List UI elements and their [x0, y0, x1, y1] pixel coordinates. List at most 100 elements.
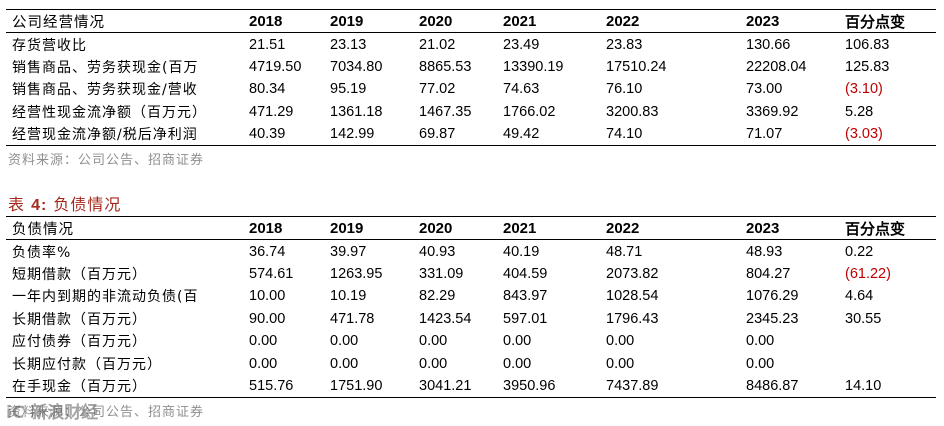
table-cell: 4.64 [845, 288, 874, 305]
caption-sep: : [41, 197, 48, 214]
row-label: 负债率% [12, 244, 72, 261]
header-label: 公司经营情况 [12, 14, 105, 31]
table-cell: 76.10 [606, 81, 643, 98]
table-cell: 22208.04 [746, 58, 807, 75]
table-cell: 0.00 [249, 355, 278, 372]
table-cell: 804.27 [746, 265, 791, 282]
table-cell: 40.93 [419, 243, 456, 260]
table-cell: 77.02 [419, 81, 456, 98]
table-row: 在手现金（百万元） 515.76 1751.90 3041.21 3950.96 7437… [6, 375, 936, 398]
table-cell: 48.93 [746, 243, 783, 260]
table-row: 销售商品、劳务获现金/营收 80.34 95.19 77.02 74.63 76.10 73… [6, 78, 936, 100]
table-cell: 36.74 [249, 243, 286, 260]
table-cell: 574.61 [249, 265, 294, 282]
row-label: 销售商品、劳务获现金(百万 [12, 59, 199, 76]
header-cell: 2020 [419, 12, 453, 30]
watermark-logo: iC 新浪财经 [6, 403, 99, 423]
table-cell [845, 330, 936, 352]
table-cell: 0.00 [746, 333, 775, 350]
row-label: 一年内到期的非流动负债(百 [12, 289, 199, 306]
table-row: 存货营收比 21.51 23.13 21.02 23.49 23.83 130.66 106.… [6, 33, 936, 56]
table-cell: 3369.92 [746, 103, 799, 120]
table-cell: 597.01 [503, 310, 548, 327]
operating-table: 公司经营情况 2018 2019 2020 2021 2022 2023 百分点变 存货营收比 2… [6, 9, 936, 146]
caption-title: 负债情况 [47, 195, 122, 214]
table-cell: 1361.18 [330, 103, 383, 120]
table-cell: 7034.80 [330, 58, 383, 75]
table-row: 应付债券（百万元） 0.00 0.00 0.00 0.00 0.00 0.00 [6, 330, 936, 352]
row-label: 经营性现金流净额（百万元） [12, 104, 207, 121]
table-cell: 8865.53 [419, 58, 472, 75]
table-cell: 21.51 [249, 36, 286, 53]
table-cell: 0.00 [606, 333, 635, 350]
caption-number: 4 [31, 197, 41, 214]
table-cell: 471.29 [249, 103, 294, 120]
table-cell: 90.00 [249, 310, 286, 327]
header-cell: 百分点变 [845, 13, 906, 31]
row-label: 长期借款（百万元） [12, 311, 147, 328]
row-label: 经营现金流净额/税后净利润 [12, 127, 198, 144]
table-cell: 1263.95 [330, 265, 383, 282]
table-cell: 0.00 [330, 355, 359, 372]
table-cell: 13390.19 [503, 58, 564, 75]
table-cell: 71.07 [746, 126, 783, 143]
row-label: 长期应付款（百万元） [12, 356, 162, 373]
table-cell: 3950.96 [503, 377, 556, 394]
table-cell: 1028.54 [606, 288, 659, 305]
table-cell: 2073.82 [606, 265, 659, 282]
table-cell: 0.00 [249, 333, 278, 350]
table-cell: 471.78 [330, 310, 375, 327]
table-cell: (61.22) [845, 265, 891, 282]
row-label: 销售商品、劳务获现金/营收 [12, 82, 198, 99]
table-row: 经营现金流净额/税后净利润 40.39 142.99 69.87 49.42 74.10 7… [6, 123, 936, 146]
table-cell: 130.66 [746, 36, 791, 53]
table-cell: 23.49 [503, 36, 540, 53]
header-row: 负债情况 2018 2019 2020 2021 2022 2023 百分点变 [6, 217, 936, 240]
table-cell: 3200.83 [606, 103, 659, 120]
table-cell: 4719.50 [249, 58, 302, 75]
table-cell: 80.34 [249, 81, 286, 98]
table-cell: 106.83 [845, 36, 890, 53]
table-cell [845, 352, 936, 374]
table-row: 长期借款（百万元） 90.00 471.78 1423.54 597.01 1796.43… [6, 308, 936, 330]
header-cell: 2021 [503, 219, 537, 237]
table-cell: 0.00 [330, 333, 359, 350]
header-cell: 2018 [249, 219, 283, 237]
table-cell: 1751.90 [330, 377, 383, 394]
table-cell: 10.19 [330, 288, 367, 305]
table-row: 短期借款（百万元） 574.61 1263.95 331.09 404.59 2073.8… [6, 263, 936, 285]
table1-source: 资料来源：公司公告、招商证券 [8, 153, 205, 168]
table-cell: 23.13 [330, 36, 367, 53]
table-cell: 48.71 [606, 243, 643, 260]
table-cell: 0.00 [419, 355, 448, 372]
table-cell: 14.10 [845, 377, 882, 394]
table-cell: (3.10) [845, 81, 883, 98]
table-cell: 3041.21 [419, 377, 472, 394]
header-cell: 2023 [746, 219, 780, 237]
header-cell: 百分点变 [845, 220, 906, 238]
table-cell: 7437.89 [606, 377, 659, 394]
table-cell: 74.10 [606, 126, 643, 143]
row-label: 应付债券（百万元） [12, 334, 147, 351]
table-cell: 74.63 [503, 81, 540, 98]
table-cell: 1766.02 [503, 103, 556, 120]
header-cell: 2019 [330, 12, 364, 30]
table-cell: 30.55 [845, 310, 882, 327]
table-cell: 10.00 [249, 288, 286, 305]
table-cell: 5.28 [845, 103, 874, 120]
table-cell: (3.03) [845, 126, 883, 143]
table-cell: 0.00 [419, 333, 448, 350]
row-label: 在手现金（百万元） [12, 378, 147, 395]
row-label: 短期借款（百万元） [12, 266, 147, 283]
header-cell: 2018 [249, 12, 283, 30]
header-cell: 2019 [330, 219, 364, 237]
table-cell: 40.19 [503, 243, 540, 260]
table-cell: 0.00 [746, 355, 775, 372]
header-cell: 2022 [606, 12, 640, 30]
table-cell: 0.00 [606, 355, 635, 372]
table-cell: 17510.24 [606, 58, 667, 75]
table4-caption: 表 4: 负债情况 [8, 191, 121, 215]
table-cell: 69.87 [419, 126, 456, 143]
table-row: 负债率% 36.74 39.97 40.93 40.19 48.71 48.93 0.22 [6, 240, 936, 263]
table-cell: 142.99 [330, 126, 375, 143]
